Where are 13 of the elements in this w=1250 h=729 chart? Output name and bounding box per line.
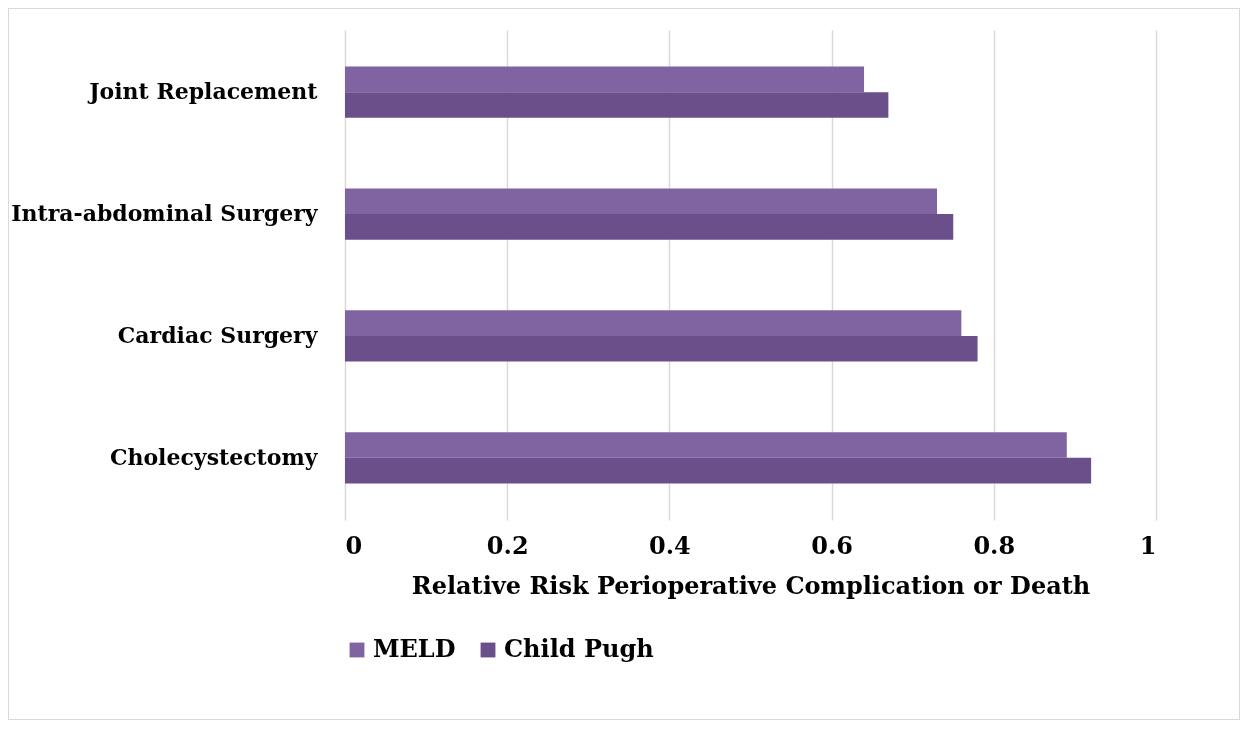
- x-axis-title: Relative Risk Perioperative Complication or Death: [411, 570, 1091, 600]
- legend-label: Child Pugh: [504, 634, 654, 663]
- x-tick-label: 0.8: [973, 530, 1016, 560]
- x-tick-label: 0.6: [811, 530, 853, 560]
- y-tick-label: Intra-abdominal Surgery: [11, 200, 319, 227]
- x-tick-label: 0.2: [486, 530, 529, 560]
- x-tick-label: 1: [1139, 530, 1157, 560]
- x-tick-label: 0: [345, 530, 363, 560]
- legend-label: MELD: [373, 634, 456, 663]
- x-tick-label: 0.4: [649, 530, 691, 560]
- y-tick-label: Cardiac Surgery: [117, 321, 319, 348]
- y-tick-label: Joint Replacement: [87, 78, 319, 105]
- y-tick-label: Cholecystectomy: [109, 443, 319, 470]
